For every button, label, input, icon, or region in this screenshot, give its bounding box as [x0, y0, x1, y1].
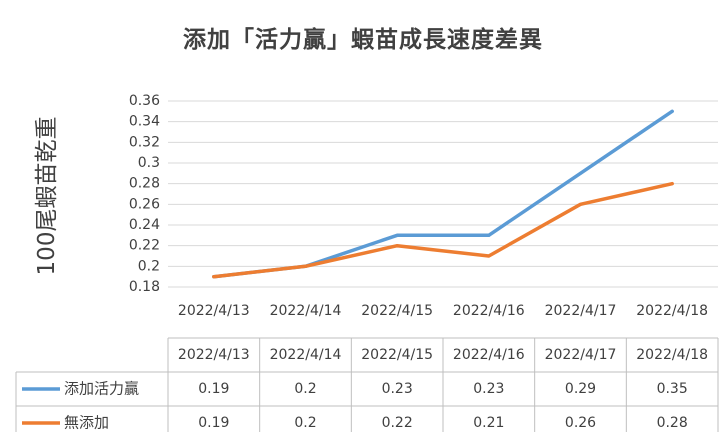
table-value-cell: 0.28 [657, 415, 688, 431]
table-value-cell: 0.26 [565, 415, 596, 431]
x-tick-label: 2022/4/15 [361, 303, 433, 319]
x-tick-label: 2022/4/16 [453, 303, 525, 319]
y-tick-label: 0.2 [138, 258, 160, 274]
table-value-cell: 0.21 [473, 415, 504, 431]
y-tick-label: 0.18 [129, 279, 160, 295]
y-tick-label: 0.36 [129, 93, 160, 109]
table-header-cell: 2022/4/13 [178, 347, 250, 363]
y-tick-label: 0.26 [129, 196, 160, 212]
data-point [670, 182, 674, 186]
table-header-cell: 2022/4/17 [545, 347, 617, 363]
data-point [579, 202, 582, 206]
y-tick-label: 0.3 [138, 155, 160, 171]
y-tick-label: 0.28 [129, 176, 160, 192]
data-point [487, 254, 491, 258]
x-tick-label: 2022/4/14 [270, 303, 342, 319]
table-header-cell: 2022/4/15 [361, 347, 433, 363]
chart-title: 添加「活力贏」蝦苗成長速度差異 [183, 27, 543, 53]
data-point [395, 233, 399, 237]
table-value-cell: 0.22 [382, 415, 413, 431]
data-point [395, 244, 399, 248]
y-tick-label: 0.22 [129, 238, 160, 254]
data-point [579, 171, 582, 175]
data-point [212, 275, 216, 279]
legend-label: 無添加 [64, 414, 109, 432]
table-value-cell: 0.23 [382, 381, 413, 397]
y-tick-label: 0.34 [129, 114, 160, 130]
table-value-cell: 0.19 [198, 415, 229, 431]
table-value-cell: 0.23 [473, 381, 504, 397]
data-point [304, 264, 307, 268]
table-value-cell: 0.29 [565, 381, 596, 397]
table-value-cell: 0.2 [294, 381, 316, 397]
x-tick-label: 2022/4/18 [636, 303, 708, 319]
legend-label: 添加活力贏 [64, 380, 139, 398]
table-value-cell: 0.35 [657, 381, 688, 397]
series-line [212, 181, 674, 279]
table-value-cell: 0.2 [294, 415, 316, 431]
table-value-cell: 0.19 [198, 381, 229, 397]
x-tick-label: 2022/4/17 [545, 303, 617, 319]
y-tick-label: 0.24 [129, 217, 160, 233]
data-point [670, 109, 674, 113]
y-tick-label: 0.32 [129, 134, 160, 150]
table-header-cell: 2022/4/16 [453, 347, 525, 363]
data-point [487, 233, 491, 237]
table-header-cell: 2022/4/14 [270, 347, 342, 363]
table-header-cell: 2022/4/18 [636, 347, 708, 363]
x-tick-label: 2022/4/13 [178, 303, 250, 319]
